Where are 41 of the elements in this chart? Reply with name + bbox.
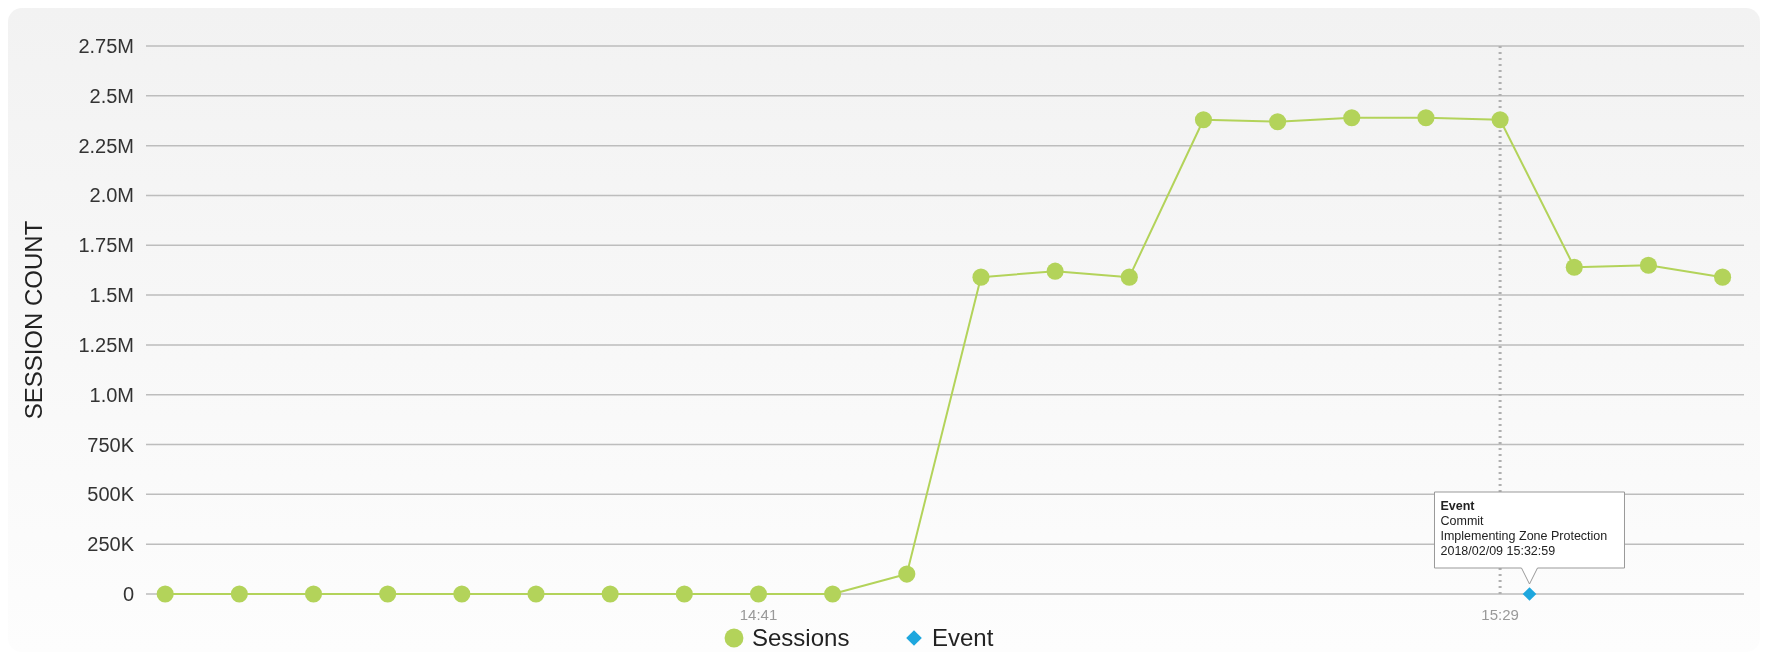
point: [1269, 113, 1287, 131]
y-tick-label: 500K: [87, 483, 135, 506]
point: [1565, 258, 1583, 276]
legend-label: Sessions: [752, 624, 850, 651]
x-tick-label: 15:29: [1481, 606, 1519, 623]
y-tick-label: 1.0M: [89, 383, 134, 406]
y-axis-title: SESSION COUNT: [20, 220, 47, 420]
y-tick-label: 1.75M: [78, 234, 134, 257]
point: [230, 585, 248, 603]
y-tick-label: 1.5M: [89, 284, 134, 307]
y-tick-label: 2.75M: [78, 35, 134, 57]
y-tick-label: 2.0M: [89, 184, 134, 207]
point: [898, 565, 916, 583]
point: [1120, 268, 1138, 286]
point: [1639, 256, 1657, 274]
annotation: Event Commit Implementing Zone Protection 2018/02/09 15:32:59: [1440, 499, 1608, 558]
y-tick-label: 2.25M: [78, 134, 134, 157]
point: [453, 585, 471, 603]
legend-label: Event: [932, 624, 994, 651]
point: [1343, 109, 1361, 127]
point: [156, 585, 174, 603]
point: [972, 268, 990, 286]
point: [1417, 109, 1435, 127]
point: [1491, 111, 1509, 129]
y-tick-label: 0: [122, 583, 134, 605]
point: [1714, 268, 1732, 286]
point: [1194, 111, 1213, 129]
point: [601, 585, 619, 603]
point: [749, 585, 768, 603]
point: [824, 585, 842, 603]
point: [1522, 587, 1537, 601]
point: [1046, 262, 1064, 280]
point: [675, 585, 693, 603]
x-tick-label: 14:41: [739, 606, 778, 623]
point: [304, 585, 323, 603]
point: [527, 585, 545, 603]
y-tick-label: 2.5M: [89, 84, 134, 107]
y-tick-label: 750K: [87, 433, 135, 456]
y-tick-label: 1.25M: [78, 333, 134, 356]
point: [379, 585, 397, 603]
y-tick-label: 250K: [87, 533, 135, 556]
